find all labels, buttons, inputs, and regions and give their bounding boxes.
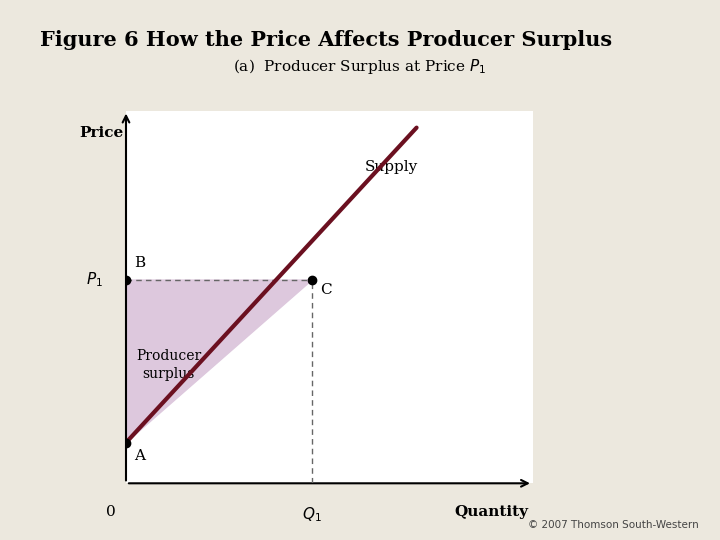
Text: B: B: [134, 256, 145, 270]
Text: A: A: [134, 449, 145, 463]
Text: $Q_1$: $Q_1$: [302, 505, 322, 524]
Text: C: C: [320, 284, 331, 298]
Text: Producer
surplus: Producer surplus: [136, 348, 202, 381]
Text: (a)  Producer Surplus at Price $P_1$: (a) Producer Surplus at Price $P_1$: [233, 57, 487, 76]
Polygon shape: [126, 280, 312, 443]
Text: Price: Price: [79, 126, 124, 140]
Text: 0: 0: [106, 505, 115, 519]
Text: Figure 6 How the Price Affects Producer Surplus: Figure 6 How the Price Affects Producer …: [40, 30, 612, 50]
Text: Quantity: Quantity: [455, 505, 528, 519]
Text: $P_1$: $P_1$: [86, 271, 103, 289]
Text: © 2007 Thomson South-Western: © 2007 Thomson South-Western: [528, 520, 698, 530]
Text: Supply: Supply: [364, 160, 418, 174]
